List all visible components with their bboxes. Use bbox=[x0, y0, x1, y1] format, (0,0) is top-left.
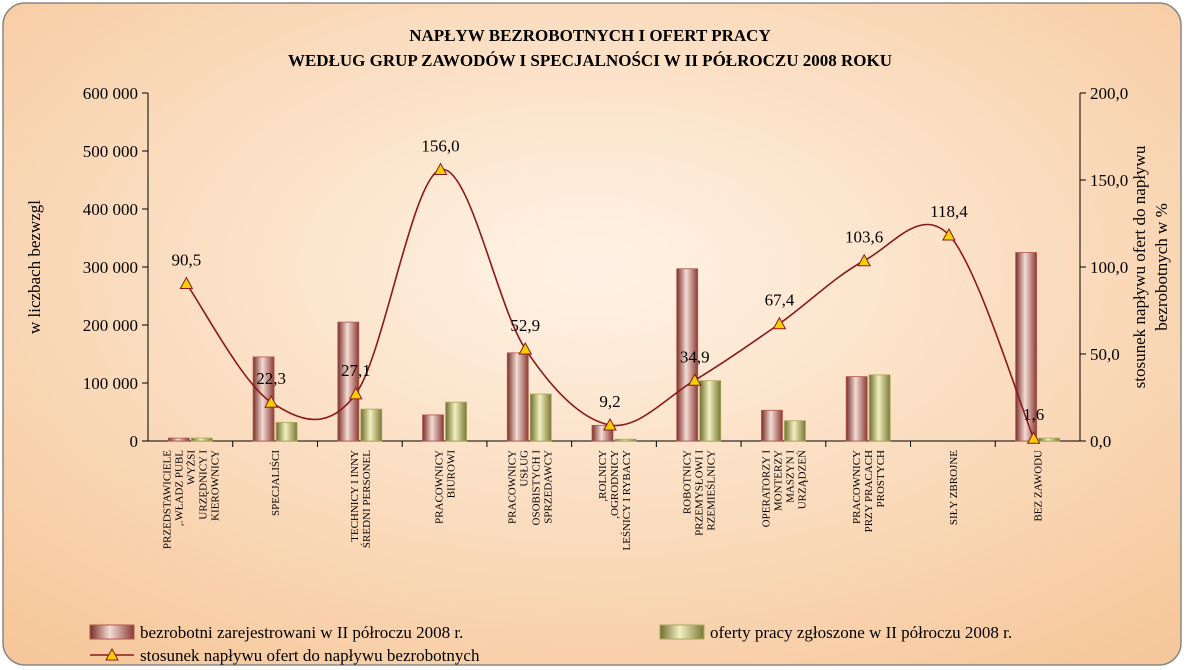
bar bbox=[868, 374, 891, 442]
y-tick-label: 200 000 bbox=[83, 316, 138, 335]
bar bbox=[190, 437, 213, 442]
data-label: 34,9 bbox=[680, 347, 710, 366]
legend-label: stosunek napływu ofert do napływu bezrob… bbox=[140, 646, 480, 665]
x-tick-label-group: PRZEDSTAWICIELE,.WŁADZ PUBLWYŻSIURZĘDNIC… bbox=[161, 450, 221, 549]
y2-tick-label: 200,0 bbox=[1090, 84, 1128, 103]
bar bbox=[252, 356, 275, 442]
y-tick-label: 0 bbox=[130, 432, 139, 451]
x-tick-label-group: PRACOWNICYPRZY PRACACHPROSTYCH bbox=[851, 450, 887, 532]
bar bbox=[1038, 437, 1061, 442]
bar bbox=[337, 321, 360, 442]
bar bbox=[360, 408, 383, 442]
x-tick-label: OPERATORZY IMONTERZYMASZYN IURZĄDZEŃ bbox=[760, 450, 808, 528]
marker bbox=[1026, 431, 1041, 444]
bar bbox=[1015, 252, 1038, 442]
x-tick-label-group: OPERATORZY IMONTERZYMASZYN IURZĄDZEŃ bbox=[760, 450, 808, 528]
chart-subtitle: WEDŁUG GRUP ZAWODÓW I SPECJALNOŚCI W II … bbox=[288, 51, 892, 70]
data-label: 118,4 bbox=[930, 202, 968, 221]
data-label: 90,5 bbox=[171, 251, 201, 270]
x-tick-label-group: SPECJALIŚCI bbox=[270, 450, 282, 516]
x-tick-label: ROBOTNICYPRZEMYSŁOWI IRZEMIEŚLNICY bbox=[682, 450, 718, 536]
legend-label: oferty pracy zgłoszone w II półroczu 200… bbox=[710, 623, 1012, 642]
x-tick-label: PRZEDSTAWICIELE,.WŁADZ PUBLWYŻSIURZĘDNIC… bbox=[161, 450, 221, 549]
x-tick-label-group: SIŁY ZBROJNE bbox=[948, 450, 960, 525]
x-tick-label-group: PRACOWNICYBIUROWI bbox=[434, 450, 458, 524]
chart-title: NAPŁYW BEZROBOTNYCH I OFERT PRACY bbox=[409, 26, 770, 45]
marker bbox=[857, 253, 872, 267]
x-tick-label-group: TECHNICY I INNYŚREDNI PERSONEL bbox=[349, 450, 373, 548]
marker bbox=[348, 386, 363, 400]
y-tick-label: 600 000 bbox=[83, 84, 138, 103]
y2-tick-label: 100,0 bbox=[1090, 258, 1128, 277]
y-tick-label: 300 000 bbox=[83, 258, 138, 277]
marker bbox=[772, 316, 787, 330]
data-label: 67,4 bbox=[765, 291, 795, 310]
data-label: 22,3 bbox=[256, 369, 286, 388]
bar bbox=[275, 422, 298, 442]
x-tick-label: BEZ ZAWODU bbox=[1033, 450, 1045, 522]
y-tick-label: 400 000 bbox=[83, 200, 138, 219]
x-tick-label-group: ,ROLNICY,OGRODNICYLEŚNICY I RYBACY bbox=[597, 450, 633, 550]
data-label: 156,0 bbox=[421, 137, 459, 156]
y-tick-label: 100 000 bbox=[83, 374, 138, 393]
x-tick-label: SPECJALIŚCI bbox=[270, 450, 282, 516]
legend-label: bezrobotni zarejestrowani w II półroczu … bbox=[140, 623, 463, 642]
legend-swatch bbox=[89, 624, 135, 640]
y2-tick-label: 50,0 bbox=[1090, 345, 1120, 364]
marker bbox=[518, 341, 533, 355]
legend-swatch bbox=[659, 624, 705, 640]
bar bbox=[676, 268, 699, 442]
marker bbox=[942, 227, 956, 241]
bar bbox=[445, 401, 467, 442]
y-tick-label: 500 000 bbox=[83, 142, 138, 161]
data-label: 9,2 bbox=[599, 392, 620, 411]
marker bbox=[264, 395, 278, 408]
marker bbox=[179, 276, 194, 290]
bar bbox=[845, 376, 868, 442]
x-tick-label: TECHNICY I INNYŚREDNI PERSONEL bbox=[349, 450, 373, 548]
bar bbox=[699, 380, 722, 442]
x-tick-label: SIŁY ZBROJNE bbox=[948, 450, 960, 525]
data-label: 103,6 bbox=[845, 228, 883, 247]
bar bbox=[167, 437, 190, 442]
bar bbox=[422, 414, 444, 442]
bar bbox=[506, 352, 529, 442]
marker bbox=[687, 373, 702, 386]
data-label: 52,9 bbox=[510, 316, 540, 335]
marker bbox=[603, 417, 617, 431]
y2-tick-label: 150,0 bbox=[1090, 171, 1128, 190]
x-tick-label: PRACOWNICYUSŁUGOSOBISTYCH ISPRZEDAWCY bbox=[506, 450, 554, 526]
bar bbox=[761, 409, 783, 442]
bar bbox=[529, 393, 552, 442]
data-label: 1,6 bbox=[1023, 405, 1044, 424]
x-tick-label: PRACOWNICYBIUROWI bbox=[434, 450, 458, 524]
line bbox=[185, 168, 1035, 439]
marker bbox=[433, 162, 448, 176]
legend-marker bbox=[105, 647, 119, 661]
x-tick-label: ,ROLNICY,OGRODNICYLEŚNICY I RYBACY bbox=[597, 450, 633, 550]
x-tick-label-group: ROBOTNICYPRZEMYSŁOWI IRZEMIEŚLNICY bbox=[682, 450, 718, 536]
y2-tick-label: 0,0 bbox=[1090, 432, 1111, 451]
bar bbox=[784, 420, 806, 442]
bar bbox=[614, 438, 637, 442]
data-label: 27,1 bbox=[341, 361, 371, 380]
y2-axis-label: stosunek napływu ofert do napływu bezrobo… bbox=[1130, 145, 1171, 388]
x-tick-label: PRACOWNICYPRZY PRACACHPROSTYCH bbox=[851, 450, 887, 532]
x-tick-label-group: BEZ ZAWODU bbox=[1033, 450, 1045, 522]
y-axis-label: w liczbach bezwzgl bbox=[25, 200, 44, 334]
x-tick-label-group: PRACOWNICYUSŁUGOSOBISTYCH ISPRZEDAWCY bbox=[506, 450, 554, 526]
